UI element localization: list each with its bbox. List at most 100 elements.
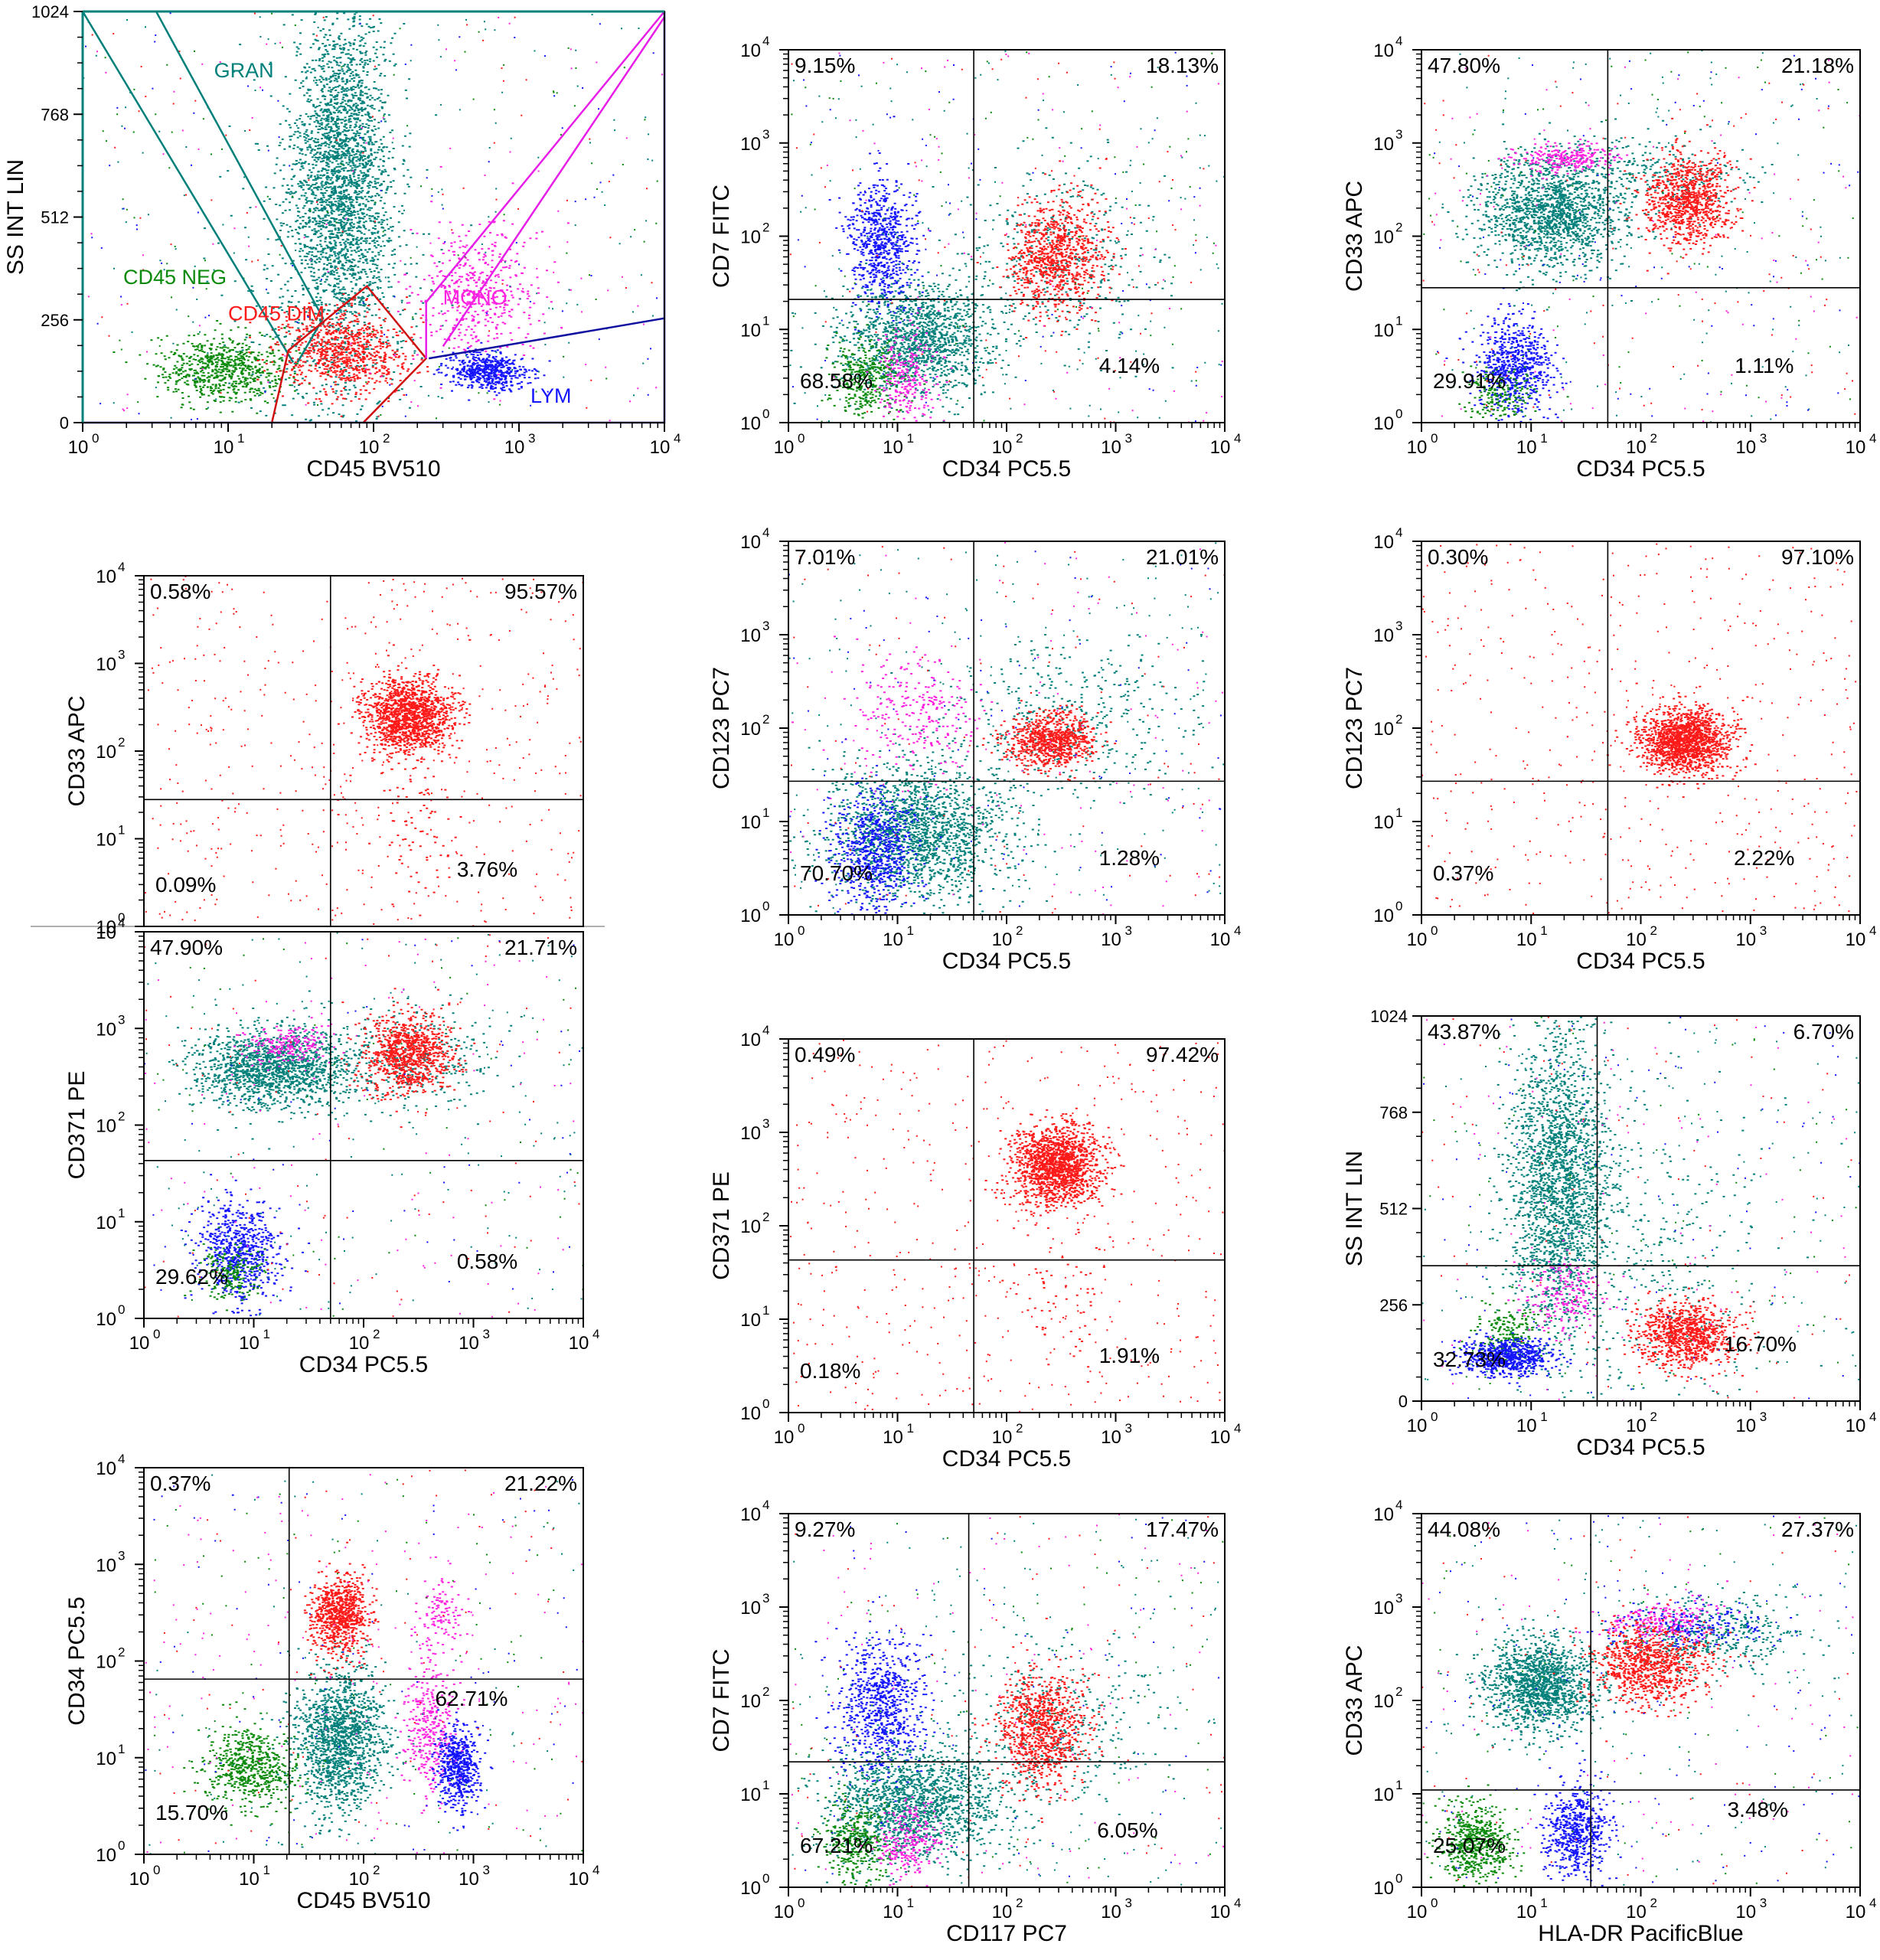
x-tick-label: 10 (1210, 437, 1231, 458)
x-axis-label: CD34 PC5.5 (942, 456, 1071, 482)
x-tick-exponent: 2 (1016, 431, 1023, 446)
x-tick-label: 10 (1101, 1902, 1121, 1922)
population-neg (1425, 1784, 1526, 1887)
population-neg (821, 303, 926, 420)
x-axis-label: CD34 PC5.5 (1576, 949, 1705, 974)
y-tick-exponent: 0 (762, 899, 769, 913)
y-tick-label: 1024 (1370, 1007, 1408, 1026)
population-dots (1441, 121, 1702, 311)
x-tick-label: 10 (1101, 1427, 1121, 1448)
x-tick-label: 10 (1846, 437, 1866, 458)
population-gran (1500, 118, 1774, 235)
x-tick-label: 10 (992, 1427, 1013, 1448)
population-dots (337, 753, 463, 916)
population-dots (1425, 1784, 1526, 1887)
y-tick-label: 10 (1373, 320, 1394, 341)
quadrant-label-upper-left: 47.90% (150, 936, 223, 959)
y-tick-label: 10 (740, 227, 761, 248)
population-dots (1605, 1287, 1760, 1382)
y-tick-exponent: 2 (1395, 712, 1402, 727)
y-tick-exponent: 4 (118, 1452, 125, 1466)
y-tick-label: 10 (740, 41, 761, 61)
y-tick-label: 10 (96, 1116, 116, 1137)
x-tick-exponent: 3 (1125, 1896, 1132, 1910)
axes: 10 0 10 1 10 2 10 3 10 410 010 110 210 310 4 (1373, 1498, 1876, 1922)
population-dots (1439, 1609, 1624, 1761)
x-tick-label: 10 (1516, 929, 1537, 950)
quadrant-label-upper-left: 0.49% (795, 1043, 855, 1067)
x-tick-exponent: 3 (483, 1863, 490, 1877)
population-gran (168, 990, 403, 1150)
sparse-dots (1421, 1516, 1849, 1885)
x-axis-label: CD34 PC5.5 (1576, 1435, 1705, 1460)
population-dots (233, 1017, 345, 1080)
x-tick-label: 10 (504, 437, 525, 458)
sparse-dots (791, 546, 1225, 915)
quadrant-label-upper-left: 0.30% (1428, 545, 1488, 569)
population-mono (1497, 139, 1629, 180)
event-dots (1421, 1016, 1860, 1401)
x-tick-exponent: 3 (528, 431, 535, 446)
event-dots (1422, 50, 1860, 423)
x-tick-label: 10 (1735, 1416, 1756, 1436)
x-tick-exponent: 4 (1234, 1421, 1241, 1436)
x-tick-label: 10 (459, 1869, 479, 1890)
quadrant-label-lower-left: 15.70% (155, 1801, 228, 1824)
y-tick-label: 10 (1373, 532, 1394, 553)
quadrant-label-lower-right: 6.05% (1097, 1818, 1157, 1842)
x-tick-label: 10 (359, 437, 380, 458)
sparse-dots (1425, 1515, 1860, 1883)
population-dim (337, 644, 472, 790)
y-tick-label: 10 (740, 1310, 761, 1331)
population-dots (180, 1174, 311, 1317)
y-tick-label: 10 (740, 413, 761, 434)
x-tick-label: 10 (650, 437, 671, 458)
population-dots (976, 158, 1127, 338)
population-dots (431, 1709, 494, 1831)
x-axis-label: CD34 PC5.5 (942, 1446, 1071, 1472)
x-tick-exponent: 2 (1650, 431, 1657, 446)
population-dots (432, 341, 551, 401)
axes: 10 0 10 1 10 2 10 3 10 410 010 110 210 310 4 (740, 525, 1241, 950)
quadrant-label-upper-left: 0.37% (150, 1472, 211, 1495)
x-tick-label: 10 (1735, 437, 1756, 458)
x-tick-exponent: 2 (383, 431, 390, 446)
population-mono (233, 1017, 345, 1080)
gate-label: LYM (530, 384, 572, 407)
population-gran (790, 250, 1030, 423)
population-dots (790, 250, 1030, 423)
y-tick-label: 10 (740, 532, 761, 553)
x-tick-exponent: 0 (798, 923, 805, 938)
y-tick-label: 10 (740, 1123, 761, 1144)
gate-label: CD45 DIM (228, 302, 325, 325)
y-tick-label: 768 (1379, 1103, 1408, 1122)
x-tick-exponent: 0 (153, 1327, 160, 1341)
population-lym (1586, 1594, 1793, 1650)
population-dots (984, 1107, 1125, 1238)
x-tick-label: 10 (1210, 1902, 1231, 1922)
quadrant-label-upper-right: 21.01% (1146, 545, 1219, 569)
y-tick-label: 10 (740, 626, 761, 646)
population-gran (261, 1635, 422, 1848)
x-tick-label: 10 (239, 1869, 259, 1890)
population-dots (821, 303, 926, 420)
population-dots (410, 1556, 471, 1666)
y-tick-exponent: 1 (118, 1206, 125, 1220)
axes: 10 0 10 1 10 2 10 3 10 410 010 110 210 310 4 (96, 916, 599, 1354)
quadrant-label-lower-left: 68.58% (800, 369, 873, 393)
y-axis-label: CD123 PC7 (709, 667, 734, 789)
x-axis-label: CD45 BV510 (306, 456, 440, 482)
y-tick-label: 10 (740, 1030, 761, 1050)
x-tick-exponent: 4 (1869, 1410, 1876, 1424)
population-dots (1444, 1329, 1572, 1387)
x-tick-exponent: 3 (1125, 923, 1132, 938)
x-tick-label: 10 (1516, 437, 1537, 458)
gate-dim (270, 284, 428, 423)
y-tick-exponent: 3 (762, 619, 769, 633)
quadrant-label-lower-left: 29.91% (1433, 369, 1506, 393)
